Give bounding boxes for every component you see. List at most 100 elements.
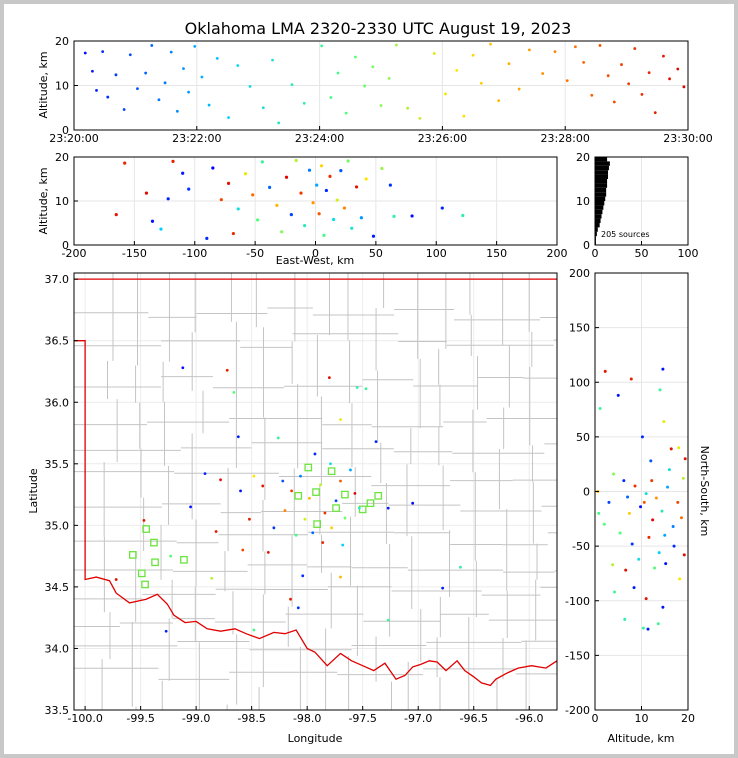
source-point <box>276 436 280 440</box>
source-point <box>236 435 240 439</box>
source-point <box>658 388 662 392</box>
source-point <box>651 518 655 522</box>
source-point <box>660 509 664 513</box>
source-point <box>342 206 347 210</box>
histogram-bar <box>595 165 609 171</box>
source-point <box>315 183 319 187</box>
altitude-northsouth-panel: 0 10 20 -200 -150 -100 -50 0 50 100 150 200 Altitud… <box>565 267 711 745</box>
time-altitude-ylabel: Altitude, km <box>37 51 50 118</box>
altitude-histogram-panel: 0 50 100 0 10 20 205 sources <box>576 151 699 260</box>
source-point <box>319 164 324 168</box>
source-point <box>682 85 686 89</box>
source-point <box>364 387 368 391</box>
source-point <box>667 468 671 472</box>
plan-view-ylabel: Latitude <box>27 468 40 514</box>
histogram-bar <box>595 201 605 206</box>
source-point <box>290 489 294 493</box>
x-tick-label: 0 <box>592 247 599 260</box>
source-point <box>672 544 676 548</box>
source-point <box>260 160 264 164</box>
source-point <box>663 533 667 537</box>
source-point <box>144 191 149 195</box>
lma-station <box>137 569 146 578</box>
y-tick-label: 0 <box>62 239 69 252</box>
source-point <box>144 71 148 75</box>
lma-station <box>313 520 322 528</box>
source-point <box>150 219 155 223</box>
source-point <box>243 172 248 176</box>
source-point <box>664 562 668 566</box>
x-tick-label: 23:26:00 <box>418 132 467 145</box>
source-point <box>632 586 636 590</box>
source-point <box>387 76 391 80</box>
source-point <box>248 84 252 88</box>
histogram-bar <box>595 223 600 228</box>
source-point <box>647 71 651 74</box>
source-point <box>657 551 661 555</box>
y-tick-label: -50 <box>572 540 590 553</box>
histogram-bar <box>595 179 608 184</box>
source-point <box>489 42 492 46</box>
source-point <box>193 44 197 48</box>
lma-stations <box>128 463 383 589</box>
source-point <box>363 84 367 88</box>
source-point <box>219 198 223 202</box>
source-point <box>629 377 633 381</box>
source-point <box>317 212 321 216</box>
source-point <box>574 45 577 49</box>
altitude-northsouth-ylabel: North-South, km <box>698 446 711 537</box>
source-point <box>440 206 444 210</box>
source-count-annotation: 205 sources <box>601 230 650 239</box>
source-point <box>671 524 675 528</box>
source-point <box>527 48 531 52</box>
source-point <box>669 447 673 451</box>
source-point <box>319 483 322 487</box>
source-point <box>336 71 340 75</box>
source-point <box>122 108 126 111</box>
source-point <box>676 67 680 71</box>
source-point <box>280 230 284 234</box>
source-point <box>203 472 207 476</box>
source-point <box>630 542 634 546</box>
source-point <box>341 543 345 547</box>
source-point <box>166 197 170 201</box>
y-tick-label: 100 <box>569 376 590 389</box>
y-tick-label: 10 <box>55 80 69 93</box>
source-point <box>261 106 265 110</box>
eastwest-altitude-panel: -200 -150 -100 -50 0 50 100 150 200 0 10 20 East-We… <box>37 151 568 267</box>
source-point <box>114 213 118 217</box>
source-point <box>653 111 657 115</box>
source-point <box>210 576 214 580</box>
source-point <box>406 106 410 110</box>
y-tick-label: 10 <box>576 195 590 208</box>
source-point <box>284 175 289 179</box>
source-point <box>681 476 685 480</box>
source-point <box>350 226 354 230</box>
eastwest-altitude-ylabel: Altitude, km <box>37 167 50 234</box>
source-point <box>307 496 311 500</box>
y-tick-label: 0 <box>583 239 590 252</box>
source-point <box>277 121 281 125</box>
source-point <box>252 628 256 632</box>
source-point <box>95 88 98 92</box>
y-tick-label: 33.5 <box>45 704 70 717</box>
x-tick-label: -98.5 <box>237 712 265 725</box>
source-point <box>633 484 637 488</box>
altitude-northsouth-ticks: 0 10 20 -200 -150 -100 -50 0 50 100 150 200 <box>565 267 695 725</box>
source-point <box>624 568 628 572</box>
source-point <box>359 216 363 220</box>
source-point <box>252 474 256 478</box>
lma-station <box>366 499 375 508</box>
histogram-bar <box>595 214 602 219</box>
source-point <box>682 553 686 557</box>
source-point <box>200 75 204 79</box>
lma-station <box>294 491 303 500</box>
eastwest-altitude-grid <box>73 156 558 246</box>
time-altitude-grid <box>73 40 689 131</box>
histogram-bar <box>595 196 606 201</box>
x-tick-label: -96.5 <box>459 712 487 725</box>
source-point <box>607 500 611 504</box>
source-point <box>329 96 333 99</box>
source-point <box>275 203 279 207</box>
source-point <box>169 554 173 558</box>
